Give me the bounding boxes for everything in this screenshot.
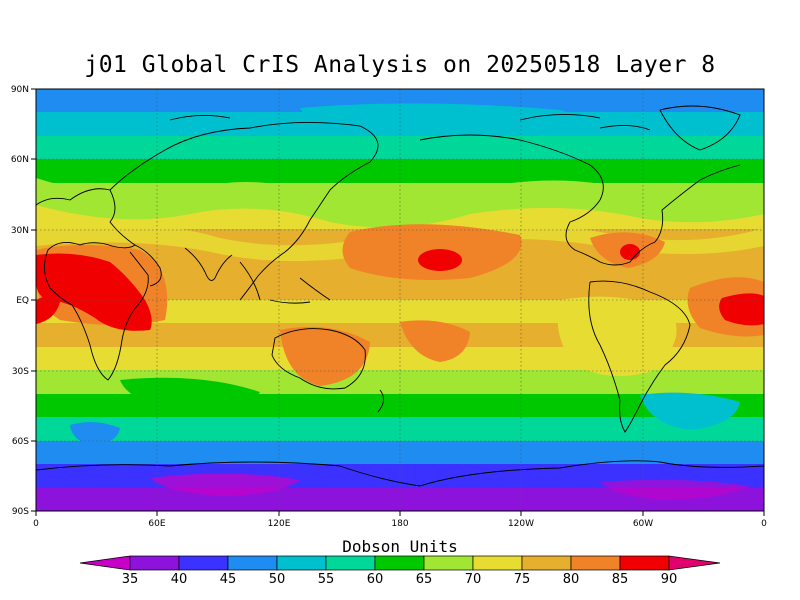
- colorbar-label: 55: [318, 572, 335, 587]
- atlantic-eq-red-maximum: [719, 293, 764, 326]
- colorbar-swatch: [276, 555, 327, 571]
- colorbar-swatch: [129, 555, 180, 571]
- sahel-red-maximum: [36, 253, 152, 331]
- south-america-yellow: [557, 296, 677, 376]
- colorbar-label: 40: [171, 572, 188, 587]
- colorbar-swatch: [374, 555, 425, 571]
- gulf-red-maximum: [620, 244, 640, 260]
- y-tick-label: 60N: [11, 155, 29, 165]
- tick-marks: [31, 88, 765, 516]
- colorbar-swatch: [570, 555, 621, 571]
- antarctic-minimum-east: [600, 479, 750, 500]
- ozone-field: [36, 89, 764, 511]
- coast-greenland: [659, 105, 741, 151]
- colorbar-label: 75: [514, 572, 531, 587]
- chart-title: j01 Global CrIS Analysis on 20250518 Lay…: [84, 52, 716, 78]
- y-tick-label: EQ: [16, 296, 29, 306]
- colorbar-label: 45: [220, 572, 237, 587]
- band-50-60N: [36, 159, 764, 183]
- colorbar-title: Dobson Units: [342, 537, 458, 556]
- y-tick-label: 90S: [12, 507, 29, 517]
- y-tick-label: 90N: [11, 85, 29, 95]
- coast-nz: [377, 389, 384, 413]
- antarctic-deep-minimum: [150, 473, 300, 496]
- australia-orange: [280, 326, 370, 386]
- colorbar-label: 65: [416, 572, 433, 587]
- x-tick-label: 60W: [633, 519, 653, 529]
- coast-antarctica: [36, 460, 764, 487]
- coast-south-america: [588, 280, 691, 433]
- arctic-cyan-patch: [300, 103, 576, 130]
- x-tick-label: 0: [761, 519, 767, 529]
- colorbar-swatch: [325, 555, 376, 571]
- coast-se-asia: [239, 261, 331, 304]
- colorbar-label: 85: [612, 572, 629, 587]
- colorbar-label: 50: [269, 572, 286, 587]
- colorbar-label: 60: [367, 572, 384, 587]
- coast-europe-africa: [36, 188, 149, 381]
- x-tick-label: 60E: [148, 519, 165, 529]
- coast-australia: [271, 328, 366, 390]
- colorbar-label: 70: [465, 572, 482, 587]
- graticule: [36, 89, 764, 511]
- colorbar-swatch: [472, 555, 523, 571]
- coast-arctic-islands: [169, 114, 651, 131]
- coastlines: [36, 105, 764, 487]
- coast-asia: [109, 121, 379, 301]
- y-tick-label: 30S: [12, 367, 29, 377]
- colorbar-label: 80: [563, 572, 580, 587]
- colorbar-label: 35: [122, 572, 139, 587]
- x-tick-label: 120E: [268, 519, 291, 529]
- y-tick-label: 60S: [12, 437, 29, 447]
- coast-india: [184, 247, 233, 281]
- colorbar-label: 90: [661, 572, 678, 587]
- colorbar-swatch: [178, 555, 229, 571]
- y-tick-label: 30N: [11, 226, 29, 236]
- x-tick-label: 180: [391, 519, 408, 529]
- coast-arabia: [134, 244, 162, 287]
- sh-cyan-patch: [70, 422, 120, 446]
- colorbar-swatch: [619, 555, 670, 571]
- colorbar-swatch: [227, 555, 278, 571]
- nh-jet-green-waves: [36, 178, 764, 228]
- coast-north-america: [419, 134, 741, 266]
- x-tick-label: 120W: [508, 519, 534, 529]
- colorbar-swatch: [521, 555, 572, 571]
- south-pacific-orange: [400, 320, 470, 362]
- west-africa-eq-red: [36, 296, 60, 324]
- colorbar: 35 40 45 50 55 60 65 70 75 80 85 90: [79, 555, 721, 587]
- band-60-70N: [36, 136, 764, 160]
- sh-cyan-east: [640, 392, 740, 430]
- colorbar-low-extend: [79, 555, 131, 571]
- x-tick-label: 0: [33, 519, 39, 529]
- colorbar-swatch: [423, 555, 474, 571]
- colorbar-high-extend: [668, 555, 721, 571]
- central-pacific-red-maximum: [418, 249, 462, 271]
- south-indian-green: [120, 377, 260, 412]
